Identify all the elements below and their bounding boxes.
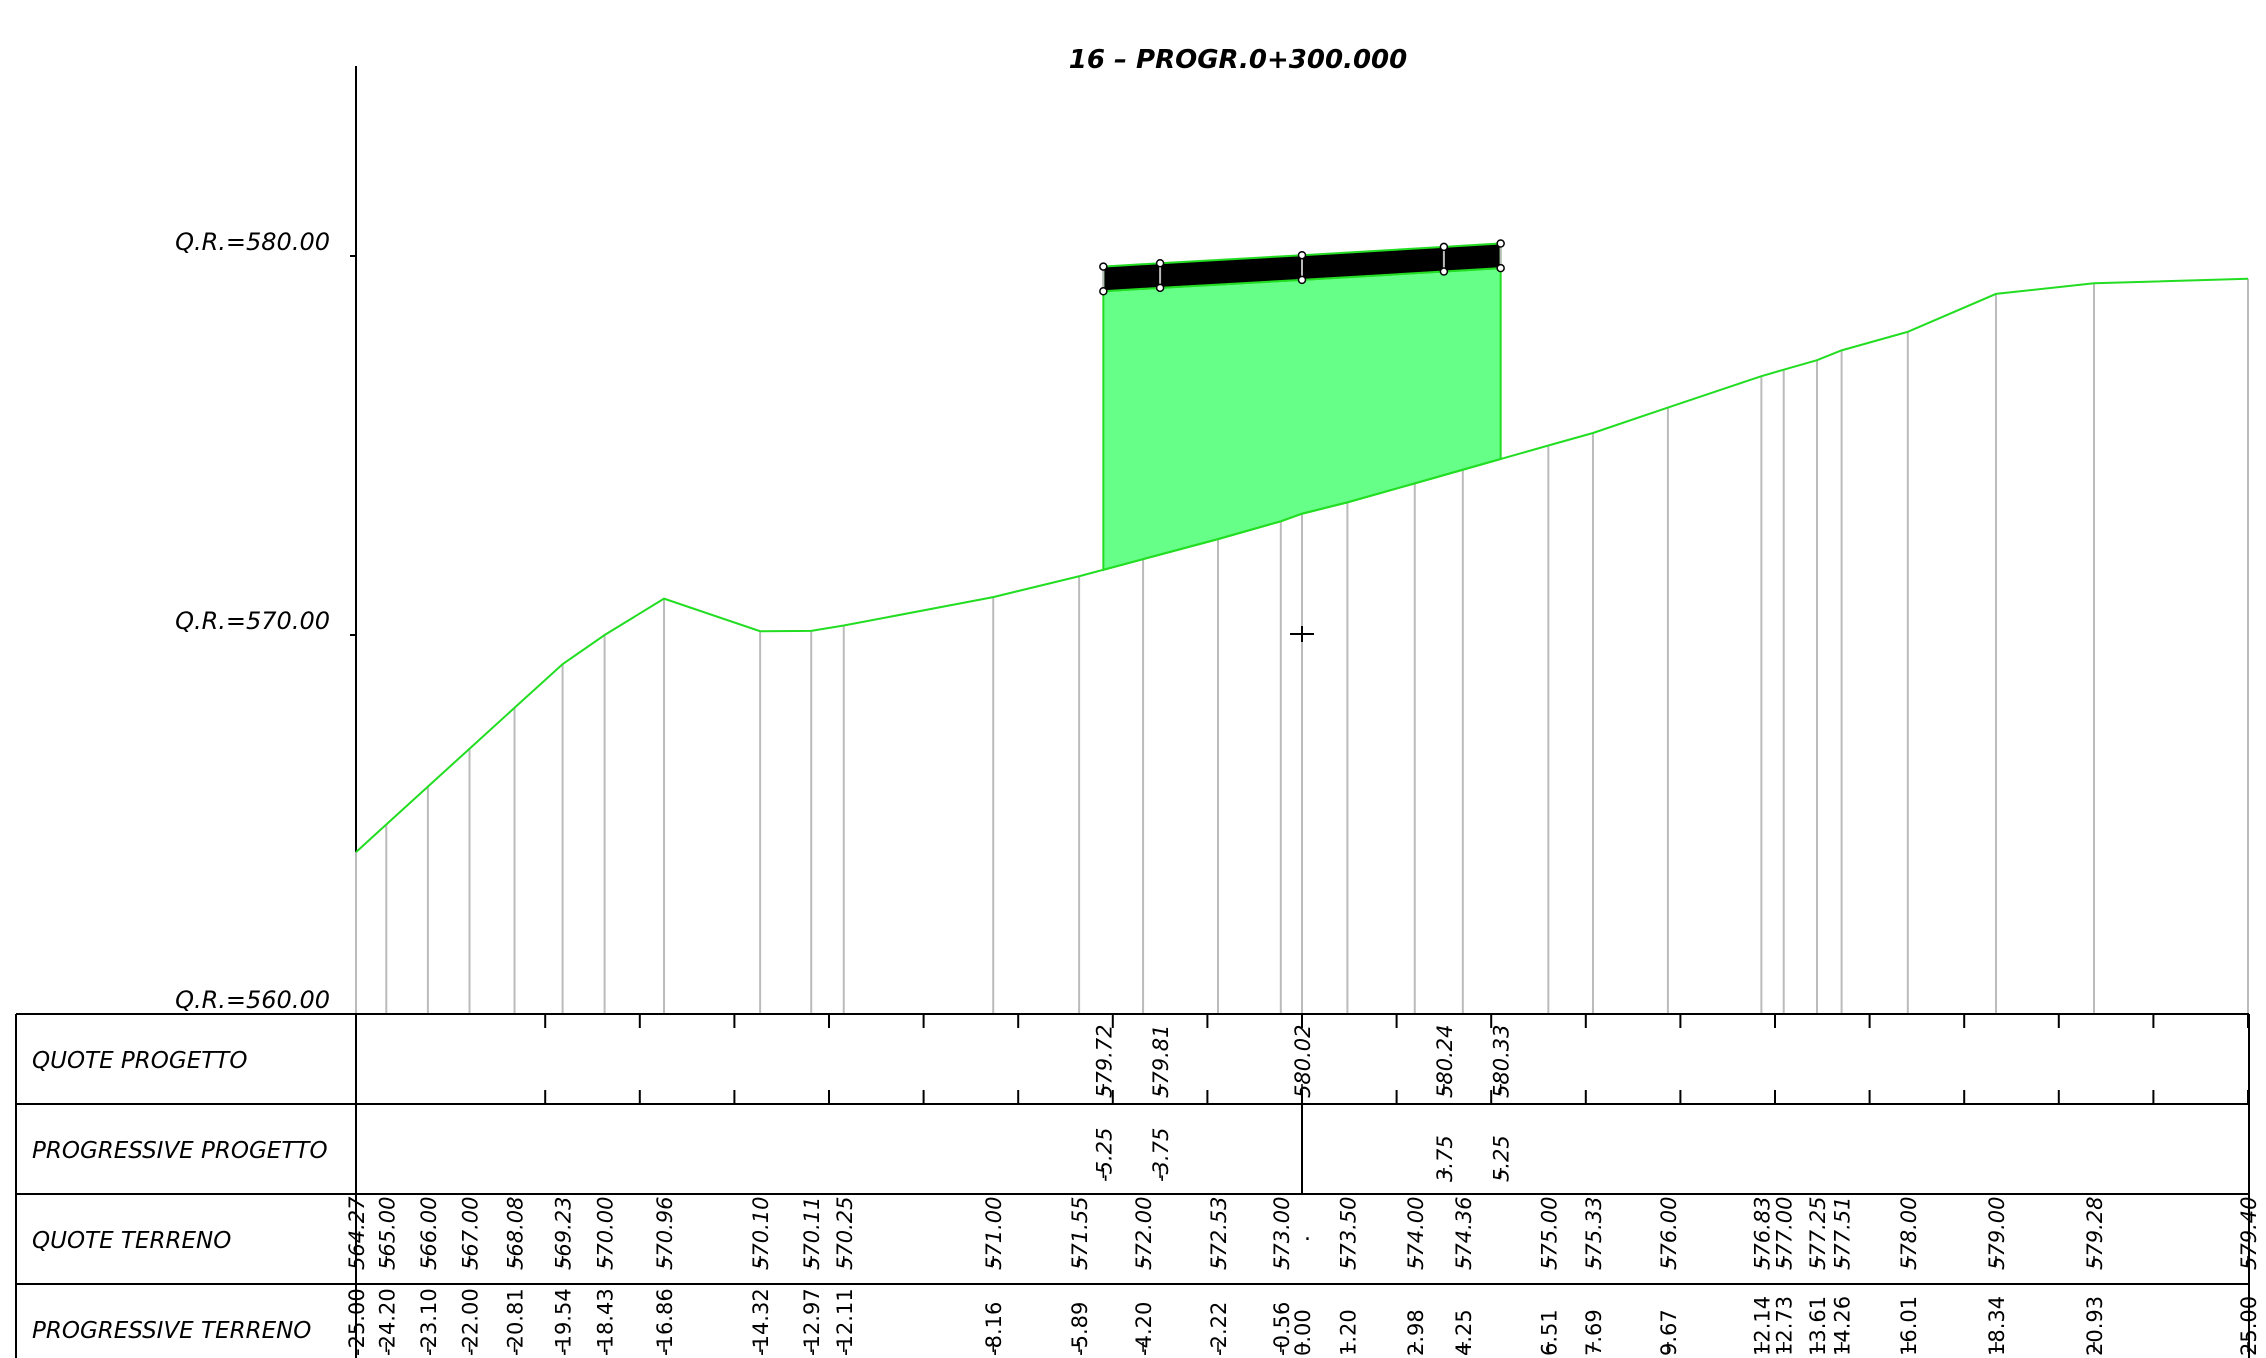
elevation-label: Q.R.=560.00 (175, 986, 330, 1014)
pavement-vertex (1155, 258, 1165, 268)
terrain-station-value: 13.61 (1806, 1296, 1830, 1356)
terrain-elevation-value: 572.53 (1207, 1197, 1231, 1270)
pavement-vertex (1496, 263, 1505, 273)
design-elevation-value: 580.33 (1490, 1025, 1514, 1098)
terrain-station-value: 9.67 (1657, 1309, 1681, 1356)
terrain-elevation-value: 570.25 (833, 1197, 857, 1270)
section-title: 16 – PROGR.0+300.000 (1069, 45, 1407, 75)
terrain-elevation-value: 566.00 (417, 1197, 441, 1270)
terrain-station-value: -4.20 (1132, 1302, 1156, 1356)
terrain-elevation-value: 575.00 (1537, 1197, 1561, 1270)
terrain-elevation-value: 570.96 (653, 1197, 677, 1270)
terrain-elevation-value: 568.08 (504, 1197, 528, 1270)
terrain-station-value: 1.20 (1336, 1309, 1360, 1356)
terrain-station-value: 0.00 (1291, 1309, 1315, 1356)
ground-profile (355, 277, 2249, 853)
terrain-station-value: -5.89 (1068, 1302, 1092, 1356)
terrain-elevation-value: 570.00 (594, 1197, 618, 1270)
terrain-elevation-value: 573.00 (1270, 1197, 1294, 1270)
terrain-station-value: 20.93 (2083, 1296, 2107, 1356)
elevation-labels: Q.R.=580.00 Q.R.=570.00 Q.R.=560.00 (175, 228, 356, 1015)
terrain-station-value: -2.22 (1207, 1302, 1231, 1356)
pavement-vertex (1099, 262, 1108, 271)
terrain-station-value: -22.00 (459, 1288, 483, 1356)
terrain-elevation-value: 571.00 (982, 1197, 1006, 1270)
terrain-elevation-value: 579.28 (2083, 1197, 2107, 1270)
terrain-station-value: -0.56 (1270, 1302, 1294, 1356)
terrain-elevation-value: 576.83 (1750, 1197, 1774, 1270)
terrain-elevation-value: 579.00 (1985, 1197, 2009, 1270)
row-label-progressive-terreno: PROGRESSIVE TERRENO (32, 1318, 311, 1344)
terrain-station-value: 4.25 (1452, 1309, 1476, 1356)
design-station-value: -3.75 (1149, 1128, 1173, 1182)
terrain-station-value: 14.26 (1831, 1296, 1855, 1356)
terrain-station-value: 12.73 (1773, 1296, 1797, 1356)
pavement-vertex (1297, 275, 1307, 285)
terrain-elevation-value: 565.00 (375, 1197, 399, 1270)
pavement-vertex (1099, 286, 1108, 296)
terrain-station-value: -18.43 (594, 1288, 618, 1356)
terrain-elevation-value: 571.55 (1068, 1197, 1092, 1270)
terrain-station-value: -20.81 (504, 1288, 528, 1356)
pavement-vertex (1297, 250, 1307, 260)
terrain-elevation-value: 574.00 (1404, 1197, 1428, 1270)
terrain-elevation-value: 579.40 (2237, 1197, 2261, 1270)
terrain-station-value: 6.51 (1537, 1309, 1561, 1356)
terrain-station-value: -23.10 (417, 1288, 441, 1356)
terrain-station-value: -12.97 (800, 1288, 824, 1356)
terrain-station-value: 7.69 (1582, 1309, 1606, 1356)
terrain-station-value: -12.11 (833, 1288, 857, 1356)
station-lines (355, 278, 2249, 1014)
terrain-elevation-value: 564.27 (345, 1196, 369, 1270)
design-station-value: 5.25 (1490, 1135, 1514, 1182)
row-label-progressive-progetto: PROGRESSIVE PROGETTO (32, 1138, 328, 1164)
terrain-elevation-value: 572.00 (1132, 1197, 1156, 1270)
terrain-station-value: 12.14 (1750, 1296, 1774, 1356)
table-ticks (544, 1014, 2249, 1104)
terrain-station-value: -19.54 (552, 1288, 576, 1356)
data-table (15, 1013, 2250, 1358)
design-elevation-value: 580.24 (1433, 1025, 1457, 1098)
design-station-value: 3.75 (1433, 1135, 1457, 1182)
elevation-label: Q.R.=580.00 (175, 228, 330, 256)
terrain-elevation-value: 570.10 (749, 1197, 773, 1270)
terrain-station-value: -25.00 (345, 1288, 369, 1356)
table-values: 579.72 -5.25 579.81 -3.75 580.02 580.24 3.75 58… (345, 1025, 2261, 1356)
terrain-elevation-value: 567.00 (459, 1197, 483, 1270)
terrain-elevation-value: 573.50 (1336, 1197, 1360, 1270)
design-station-value: -5.25 (1092, 1128, 1116, 1182)
row-label-quote-progetto: QUOTE PROGETTO (32, 1048, 247, 1074)
terrain-station-value: -14.32 (749, 1288, 773, 1356)
terrain-elevation-value: 577.51 (1831, 1197, 1855, 1270)
pavement-vertex (1439, 267, 1449, 276)
pavement-vertex (1155, 283, 1165, 293)
design-elevation-value: 579.72 (1092, 1025, 1116, 1098)
terrain-station-value: 2.98 (1404, 1309, 1428, 1356)
pavement-structure (1099, 239, 1505, 296)
terrain-station-value: -24.20 (375, 1288, 399, 1356)
terrain-station-value: 25.00 (2237, 1296, 2261, 1356)
terrain-station-value: 16.01 (1897, 1296, 1921, 1356)
design-elevation-value: 580.02 (1291, 1025, 1315, 1098)
terrain-station-value: -16.86 (653, 1288, 677, 1356)
terrain-elevation-value: 576.00 (1657, 1197, 1681, 1270)
terrain-station-value: -8.16 (982, 1302, 1006, 1356)
ground-line (355, 277, 2249, 853)
terrain-elevation-value: 577.25 (1806, 1197, 1830, 1270)
terrain-elevation-value: 570.11 (800, 1197, 824, 1270)
elevation-label: Q.R.=570.00 (175, 607, 330, 635)
pavement-vertex (1439, 242, 1449, 252)
terrain-elevation-value: 574.36 (1452, 1197, 1476, 1270)
terrain-elevation-value: 577.00 (1773, 1197, 1797, 1270)
terrain-elevation-value: 575.33 (1582, 1197, 1606, 1270)
pavement-vertex (1496, 239, 1505, 248)
terrain-elevation-value: . (1304, 1221, 1311, 1246)
design-elevation-value: 579.81 (1149, 1025, 1173, 1098)
terrain-elevation-value: 569.23 (552, 1197, 576, 1270)
terrain-elevation-value: 578.00 (1897, 1197, 1921, 1270)
row-label-quote-terreno: QUOTE TERRENO (32, 1228, 231, 1254)
terrain-station-value: 18.34 (1985, 1296, 2009, 1356)
